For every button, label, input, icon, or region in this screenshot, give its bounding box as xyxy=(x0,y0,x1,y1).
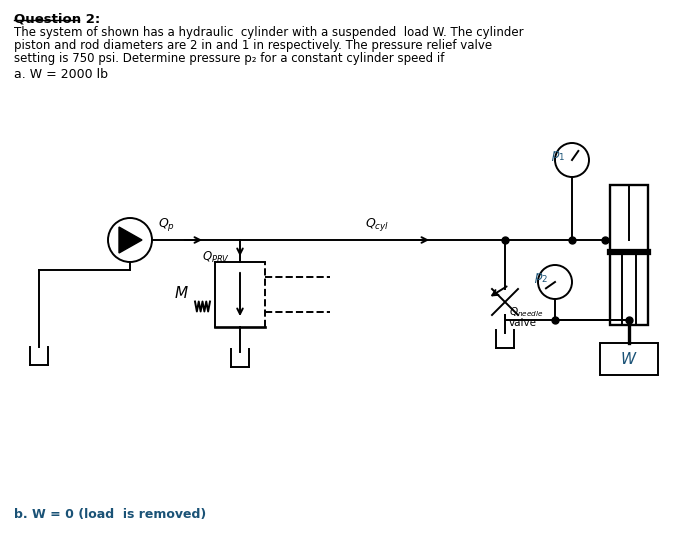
Text: b. W = 0 (load  is removed): b. W = 0 (load is removed) xyxy=(14,508,206,521)
Text: $Q_p$: $Q_p$ xyxy=(158,216,175,233)
Polygon shape xyxy=(119,227,142,253)
Text: $Q_{needle}$: $Q_{needle}$ xyxy=(509,305,544,319)
Text: The system of shown has a hydraulic  cylinder with a suspended  load W. The cyli: The system of shown has a hydraulic cyli… xyxy=(14,26,523,39)
Text: $Q_{PRV}$: $Q_{PRV}$ xyxy=(202,250,230,265)
Text: a. W = 2000 lb: a. W = 2000 lb xyxy=(14,68,108,81)
Text: setting is 750 psi. Determine pressure p₂ for a constant cylinder speed if: setting is 750 psi. Determine pressure p… xyxy=(14,52,444,65)
Text: piston and rod diameters are 2 in and 1 in respectively. The pressure relief val: piston and rod diameters are 2 in and 1 … xyxy=(14,39,492,52)
Bar xyxy=(610,185,648,325)
Text: $p_2$: $p_2$ xyxy=(534,271,548,285)
Text: $Q_{cyl}$: $Q_{cyl}$ xyxy=(365,216,389,233)
Text: $\mathit{M}$: $\mathit{M}$ xyxy=(173,284,189,300)
Text: valve: valve xyxy=(509,318,537,328)
Text: $\mathit{W}$: $\mathit{W}$ xyxy=(620,351,638,367)
Text: $p_1$: $p_1$ xyxy=(551,149,566,163)
Bar xyxy=(600,343,658,375)
Text: Question 2:: Question 2: xyxy=(14,12,100,25)
